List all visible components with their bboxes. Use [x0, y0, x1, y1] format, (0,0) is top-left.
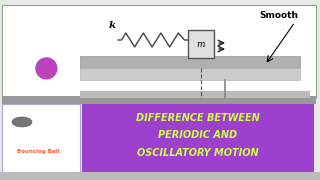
Bar [2, 104, 80, 172]
Bar [80, 91, 310, 98]
Ellipse shape [12, 117, 32, 127]
Text: OSCILLATORY MOTION: OSCILLATORY MOTION [137, 148, 259, 158]
Bar [2, 5, 316, 98]
Text: DIFFERENCE BETWEEN: DIFFERENCE BETWEEN [136, 113, 260, 123]
Text: m: m [197, 39, 205, 48]
Text: PERIODIC AND: PERIODIC AND [158, 130, 237, 140]
Bar [2, 96, 316, 104]
Text: Bouncing Ball: Bouncing Ball [17, 150, 60, 154]
FancyBboxPatch shape [82, 104, 314, 172]
Bar [80, 68, 300, 80]
Bar [0, 172, 320, 180]
Text: Smooth: Smooth [259, 10, 298, 19]
Circle shape [36, 58, 57, 79]
Bar [188, 30, 214, 58]
Bar [80, 56, 300, 68]
Text: k: k [108, 21, 116, 30]
